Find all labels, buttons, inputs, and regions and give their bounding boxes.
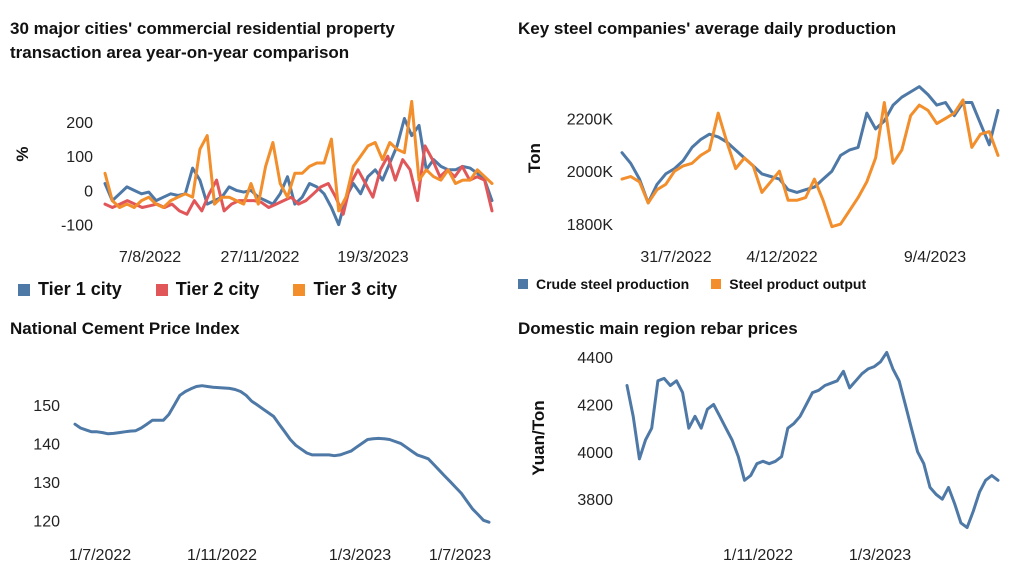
x-tick-label: 1/11/2022 [187, 547, 257, 564]
x-tick-label: 1/3/2023 [849, 547, 911, 564]
series-line-tier-2-city [103, 144, 494, 216]
x-tick-label: 1/7/2022 [69, 547, 131, 564]
x-tick-label: 9/4/2023 [904, 249, 966, 266]
legend-item: Tier 3 city [293, 279, 397, 300]
y-tick-label: -100 [61, 218, 93, 235]
y-axis-label: Yuan/Ton [529, 400, 548, 475]
legend-item: Tier 2 city [155, 279, 260, 300]
legend-swatch [293, 283, 306, 296]
series-line-chart2 [73, 384, 491, 524]
legend-swatch [155, 283, 168, 296]
steel-line-chart: 1800K 2000K 2200K 31/7/2022 4/12/2022 9/4/202… [525, 85, 1000, 266]
y-tick-label: 130 [33, 475, 60, 492]
chart-panel-steel: Key steel companies' average daily produ… [518, 19, 1000, 292]
legend-item: Tier 1 city [18, 279, 122, 300]
chart-panel-cement: National Cement Price Index 120 130 140 150… [10, 319, 491, 564]
legend-label: Steel product output [729, 276, 867, 292]
legend-item: Crude steel production [518, 276, 689, 292]
series-line-tier-1-city [103, 117, 494, 227]
y-tick-label: 0 [84, 183, 93, 200]
y-tick-label: 4000 [577, 445, 613, 462]
y-tick-label: 3800 [577, 492, 613, 509]
cement-line-chart: 120 130 140 150 1/7/2022 1/11/2022 1/3/2023 1/7… [33, 384, 491, 564]
y-tick-label: 4400 [577, 350, 613, 367]
legend-item: Steel product output [711, 276, 866, 292]
x-tick-label: 7/8/2022 [119, 249, 181, 266]
y-tick-label: 200 [66, 115, 93, 132]
y-tick-label: 100 [66, 149, 93, 166]
legend-swatch [18, 283, 30, 296]
legend-swatch [518, 279, 528, 289]
property-legend: Tier 1 city Tier 2 city Tier 3 city [18, 279, 431, 300]
legend-label: Tier 1 city [38, 279, 122, 299]
y-tick-label: 120 [33, 513, 60, 530]
property-line-chart: -100 0 100 200 7/8/2022 27/11/2022 19/3/2023% [13, 99, 494, 266]
y-tick-label: 150 [33, 398, 60, 415]
chart-title: Domestic main region rebar prices [518, 319, 798, 338]
x-tick-label: 27/11/2022 [221, 249, 300, 266]
series-line-chart3 [625, 350, 1000, 530]
y-axis-label: % [13, 146, 32, 161]
chart-title: Key steel companies' average daily produ… [518, 19, 897, 38]
steel-legend: Crude steel production Steel product outp… [518, 276, 888, 292]
x-tick-label: 1/7/2023 [429, 547, 491, 564]
y-tick-label: 140 [33, 436, 60, 453]
series-line-steel-product-output [620, 98, 1000, 229]
x-tick-label: 19/3/2023 [337, 249, 408, 266]
x-tick-label: 1/3/2023 [329, 547, 391, 564]
legend-label: Crude steel production [536, 276, 690, 292]
chart-title-line-2: transaction area year-on-year comparison [10, 43, 350, 62]
legend-label: Tier 3 city [313, 279, 398, 299]
y-tick-label: 1800K [567, 217, 614, 234]
legend-swatch [711, 279, 722, 289]
x-tick-label: 1/11/2022 [723, 547, 793, 564]
y-tick-label: 4200 [577, 397, 613, 414]
y-axis-label: Ton [525, 143, 544, 173]
y-tick-label: 2200K [567, 111, 614, 128]
legend-label: Tier 2 city [175, 279, 260, 299]
y-tick-label: 2000K [567, 164, 614, 181]
series-line-tier-3-city [103, 99, 494, 213]
chart-panel-property: 30 major cities' commercial residential … [0, 0, 512, 300]
chart-title-line-1: 30 major cities' commercial residential … [10, 19, 395, 38]
chart-title: National Cement Price Index [10, 319, 240, 338]
x-tick-label: 4/12/2022 [746, 249, 817, 266]
x-tick-label: 31/7/2022 [640, 249, 711, 266]
